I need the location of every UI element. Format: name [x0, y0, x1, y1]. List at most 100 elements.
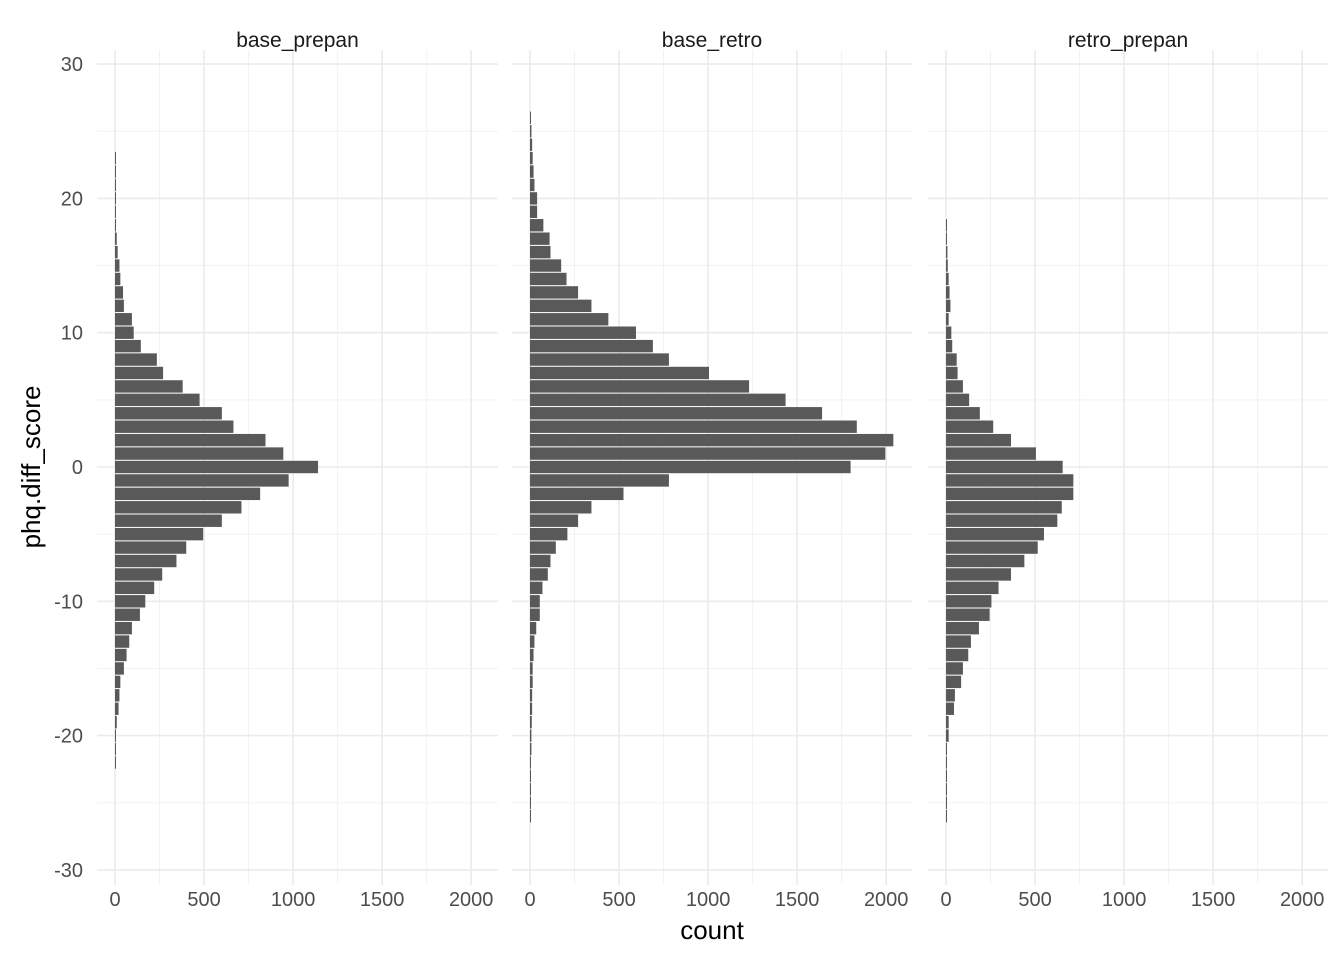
- histogram-bar: [530, 756, 531, 769]
- x-tick-label: 500: [602, 889, 635, 911]
- histogram-bar: [530, 568, 548, 581]
- histogram-bar: [115, 662, 124, 675]
- histogram-bar: [530, 514, 579, 527]
- histogram-bar: [115, 595, 146, 608]
- histogram-bar: [946, 581, 999, 595]
- histogram-bar: [530, 621, 537, 635]
- histogram-bar: [946, 299, 951, 313]
- histogram-bar: [946, 702, 955, 715]
- histogram-bar: [115, 514, 222, 527]
- y-tick-label: -10: [54, 591, 83, 613]
- histogram-bar: [115, 272, 121, 286]
- histogram-bar: [115, 635, 130, 648]
- histogram-bar: [946, 554, 1025, 568]
- histogram-bar: [115, 756, 116, 769]
- histogram-bar: [115, 675, 121, 689]
- histogram-bar: [946, 675, 962, 689]
- histogram-bar: [115, 447, 284, 460]
- histogram-bar: [115, 689, 120, 702]
- histogram-bar: [115, 219, 116, 232]
- x-tick-label: 2000: [1280, 889, 1325, 911]
- histogram-bar: [115, 554, 177, 568]
- histogram-bar: [530, 299, 592, 313]
- histogram-bar: [115, 474, 289, 487]
- histogram-bar: [115, 178, 116, 192]
- histogram-bar: [946, 809, 947, 823]
- histogram-bar: [115, 165, 116, 178]
- histogram-bar: [530, 796, 531, 809]
- histogram-bar: [115, 460, 319, 474]
- histogram-bar: [946, 635, 971, 648]
- histogram-bar: [115, 648, 127, 662]
- histogram-bar: [530, 501, 592, 514]
- histogram-bar: [946, 527, 1044, 541]
- histogram-bar: [530, 366, 709, 380]
- y-tick-label: 0: [72, 457, 83, 479]
- histogram-bar: [115, 608, 140, 621]
- histogram-bar: [530, 662, 533, 675]
- x-tick-label: 1000: [1102, 889, 1147, 911]
- histogram-bar: [946, 460, 1063, 474]
- x-axis-title: count: [680, 915, 744, 945]
- histogram-bar: [530, 487, 624, 501]
- facet-panel-retro_prepan: 0 500 1000 1500 2000 retro_prepan: [928, 29, 1328, 911]
- histogram-bar: [115, 380, 183, 393]
- histogram-bar: [115, 259, 120, 272]
- x-tick-label: 1500: [775, 889, 820, 911]
- histogram-bar: [530, 232, 550, 245]
- histogram-bar: [946, 380, 963, 393]
- histogram-bar: [115, 541, 187, 554]
- facet-strip-label: retro_prepan: [1068, 29, 1188, 52]
- histogram-bar: [946, 621, 979, 635]
- histogram-bar: [115, 326, 134, 339]
- histogram-bar: [530, 151, 533, 165]
- histogram-bar: [946, 232, 947, 245]
- histogram-bar: [946, 353, 957, 366]
- y-axis-title: phq.diff_score: [16, 386, 46, 549]
- histogram-bar: [530, 742, 532, 756]
- histogram-bar: [946, 313, 949, 326]
- y-tick-label: 10: [61, 323, 83, 345]
- histogram-bar: [946, 662, 963, 675]
- histogram-bar: [946, 259, 948, 272]
- y-axis: -30 -20 -10 0 10 20 30: [54, 54, 83, 882]
- histogram-bar: [530, 783, 531, 796]
- x-tick-label: 1500: [360, 889, 405, 911]
- histogram-bar: [115, 527, 204, 541]
- histogram-bar: [115, 501, 242, 514]
- histogram-bar: [530, 608, 540, 621]
- histogram-bar: [115, 286, 124, 299]
- histogram-bar: [946, 474, 1074, 487]
- histogram-bar: [115, 581, 155, 595]
- histogram-bar: [530, 272, 567, 286]
- histogram-bar: [946, 783, 947, 796]
- histogram-bar: [115, 232, 117, 245]
- x-tick-label: 0: [524, 889, 535, 911]
- histogram-bar: [946, 648, 969, 662]
- histogram-bar: [115, 393, 200, 407]
- histogram-bar: [530, 715, 532, 729]
- histogram-bar: [946, 339, 953, 353]
- histogram-bar: [530, 581, 543, 595]
- histogram-bar: [115, 353, 157, 366]
- histogram-bar: [946, 595, 992, 608]
- histogram-bar: [530, 245, 551, 259]
- histogram-bar: [115, 192, 116, 205]
- histogram-bar: [946, 407, 980, 420]
- histogram-bar: [946, 272, 949, 286]
- facet-strip-label: base_prepan: [236, 29, 359, 52]
- histogram-bar: [530, 460, 851, 474]
- histogram-bar: [115, 568, 163, 581]
- facet-strip-label: base_retro: [662, 29, 762, 52]
- x-tick-label: 2000: [449, 889, 494, 911]
- panels-layer: 0 500 1000 1500 2000 base_prepan 0 500 1000 1500 2…: [97, 29, 1328, 911]
- histogram-bar: [115, 339, 141, 353]
- histogram-bar: [946, 487, 1074, 501]
- histogram-bar: [946, 715, 949, 729]
- histogram-bar: [530, 339, 653, 353]
- x-tick-label: 1000: [686, 889, 731, 911]
- histogram-bar: [530, 111, 531, 125]
- histogram-bar: [946, 729, 949, 742]
- histogram-bar: [530, 554, 551, 568]
- histogram-bar: [946, 514, 1058, 527]
